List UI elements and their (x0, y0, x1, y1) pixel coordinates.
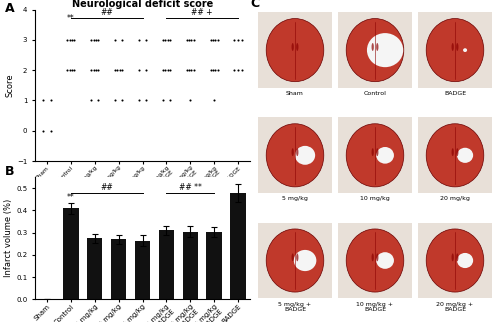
Ellipse shape (452, 43, 454, 51)
Text: A: A (5, 2, 15, 15)
Bar (182, 232, 198, 299)
Text: ##: ## (100, 183, 113, 192)
Y-axis label: Infarct volume (%): Infarct volume (%) (4, 199, 14, 278)
Ellipse shape (296, 148, 298, 156)
Ellipse shape (452, 148, 454, 156)
Text: 20 mg/kg: 20 mg/kg (440, 196, 470, 201)
Ellipse shape (376, 147, 394, 164)
Bar (338, 223, 412, 298)
Ellipse shape (292, 43, 294, 51)
Ellipse shape (457, 148, 473, 163)
Text: ## +: ## + (192, 8, 213, 17)
Ellipse shape (372, 43, 374, 51)
Text: **: ** (67, 14, 74, 23)
Ellipse shape (376, 148, 378, 156)
Bar (258, 118, 332, 193)
Bar (206, 232, 222, 299)
Ellipse shape (266, 124, 324, 187)
Ellipse shape (294, 250, 316, 271)
Ellipse shape (376, 252, 394, 269)
Bar (258, 223, 332, 298)
Text: 10 mg/kg +
BADGE: 10 mg/kg + BADGE (356, 301, 394, 312)
Ellipse shape (372, 253, 374, 261)
Text: Control: Control (364, 91, 386, 96)
Text: 10 mg/kg: 10 mg/kg (360, 196, 390, 201)
Ellipse shape (295, 146, 315, 165)
Bar (134, 241, 150, 299)
Bar (158, 231, 174, 299)
Ellipse shape (426, 229, 484, 292)
Bar (338, 12, 412, 88)
Ellipse shape (463, 48, 467, 52)
Ellipse shape (346, 124, 404, 187)
Ellipse shape (376, 43, 378, 51)
Bar (258, 12, 332, 88)
Bar (230, 193, 246, 299)
Text: 20 mg/kg +
BADGE: 20 mg/kg + BADGE (436, 301, 474, 312)
Ellipse shape (266, 19, 324, 82)
Ellipse shape (296, 253, 298, 261)
Text: B: B (5, 165, 15, 178)
Bar (87, 238, 102, 299)
Ellipse shape (367, 33, 403, 67)
Ellipse shape (292, 253, 294, 261)
Ellipse shape (452, 253, 454, 261)
Ellipse shape (376, 253, 378, 261)
Ellipse shape (292, 148, 294, 156)
Bar (63, 208, 78, 299)
Text: 5 mg/kg: 5 mg/kg (282, 196, 308, 201)
Text: 5 mg/kg +
BADGE: 5 mg/kg + BADGE (278, 301, 312, 312)
Text: ##: ## (100, 8, 113, 17)
Bar (418, 118, 492, 193)
Text: Sham: Sham (286, 91, 304, 96)
Text: **: ** (67, 193, 74, 202)
Ellipse shape (426, 19, 484, 82)
Text: BADGE: BADGE (444, 91, 466, 96)
Ellipse shape (296, 43, 298, 51)
Bar (418, 223, 492, 298)
Bar (111, 239, 126, 299)
Ellipse shape (346, 19, 404, 82)
Text: C: C (250, 0, 260, 10)
Ellipse shape (456, 43, 458, 51)
Bar (338, 118, 412, 193)
Ellipse shape (266, 229, 324, 292)
Ellipse shape (457, 253, 473, 268)
Ellipse shape (380, 40, 402, 54)
Ellipse shape (346, 229, 404, 292)
Ellipse shape (372, 148, 374, 156)
Ellipse shape (456, 253, 458, 261)
Text: ## **: ## ** (179, 183, 202, 192)
Bar (418, 12, 492, 88)
Y-axis label: Score: Score (5, 73, 14, 97)
Title: Neurological deficit score: Neurological deficit score (72, 0, 213, 9)
Ellipse shape (456, 148, 458, 156)
Ellipse shape (426, 124, 484, 187)
